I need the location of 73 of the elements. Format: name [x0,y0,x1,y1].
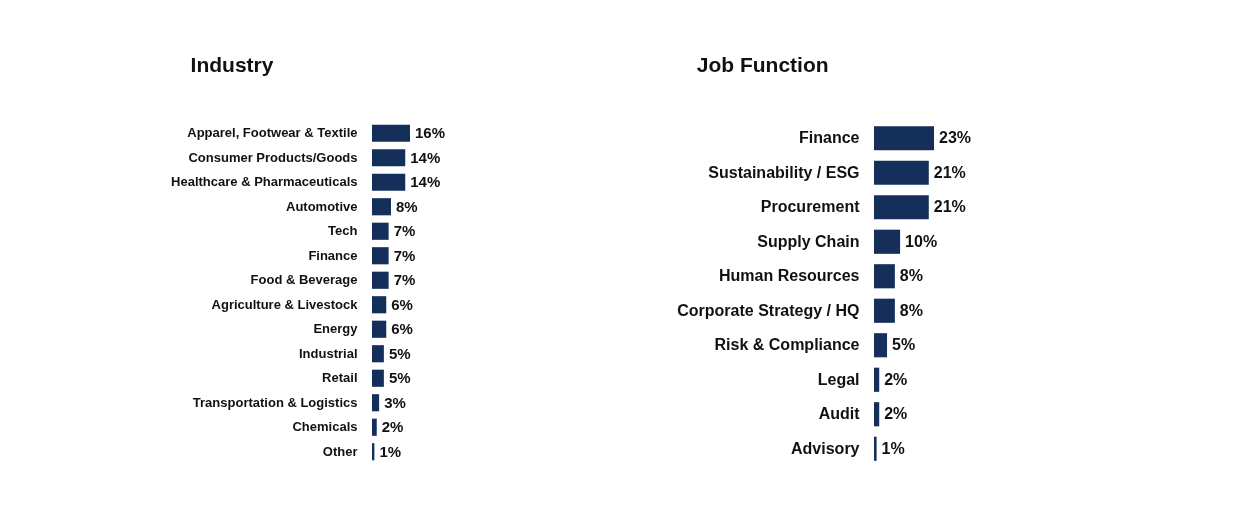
y-tick-label: Finance [308,247,358,263]
bar [874,126,934,151]
data-label: 1% [379,442,402,460]
y-tick-label: Supply Chain [757,232,860,250]
data-label: 5% [388,344,411,362]
bar [874,367,880,392]
bar [874,333,888,358]
bar [874,264,895,289]
data-label: 5% [388,369,411,387]
bar [874,436,877,461]
chart-title: Industry [190,53,274,76]
y-tick-label: Other [322,443,358,459]
bar [372,320,387,338]
bar [874,195,929,220]
data-label: 21% [933,198,966,216]
y-tick-label: Risk & Compliance [714,336,860,354]
bar [372,369,384,387]
data-label: 2% [381,418,404,436]
data-label: 2% [884,405,908,423]
bar [372,198,391,216]
y-tick-label: Advisory [791,439,860,457]
bar [372,271,389,289]
chart-title: Job Function [696,53,829,76]
y-tick-label: Industrial [298,345,358,361]
bar [372,124,410,142]
data-label: 6% [391,320,413,338]
bar [372,222,389,240]
y-tick-label: Agriculture & Livestock [211,296,359,312]
y-tick-label: Food & Beverage [250,272,358,288]
bar [372,296,387,314]
data-label: 2% [884,370,908,388]
data-label: 8% [899,267,923,285]
bar [874,160,929,185]
data-label: 5% [892,336,916,354]
y-tick-label: Audit [818,405,861,423]
bar [372,247,389,265]
y-tick-label: Finance [799,129,860,147]
y-tick-label: Automotive [286,198,358,214]
bar [874,298,895,323]
bar [874,229,901,254]
data-label: 14% [410,173,441,191]
y-tick-label: Consumer Products/Goods [188,149,358,165]
y-tick-label: Human Resources [719,267,860,285]
y-tick-label: Healthcare & Pharmaceuticals [171,174,358,190]
data-label: 8% [396,197,418,215]
bar [372,173,406,191]
y-tick-label: Retail [322,370,358,386]
data-label: 21% [933,163,966,181]
data-label: 3% [384,393,406,411]
data-label: 1% [881,439,905,457]
data-label: 14% [410,148,441,166]
y-tick-label: Corporate Strategy / HQ [677,301,860,319]
data-label: 7% [393,246,416,264]
y-tick-label: Apparel, Footwear & Textile [187,125,358,141]
y-tick-label: Sustainability / ESG [708,163,860,181]
data-label: 23% [939,129,972,147]
bar [372,345,384,363]
y-tick-label: Energy [313,321,359,337]
data-label: 7% [393,222,416,240]
y-tick-label: Transportation & Logistics [192,394,358,410]
y-tick-label: Legal [817,370,860,388]
y-tick-label: Tech [328,223,358,239]
y-tick-label: Chemicals [292,419,358,435]
bar [372,149,406,167]
bar [372,418,377,436]
bar [874,402,880,427]
bar [372,394,380,412]
data-label: 8% [899,301,923,319]
data-label: 10% [905,232,938,250]
data-label: 16% [415,124,446,142]
data-label: 6% [391,295,413,313]
y-tick-label: Procurement [760,198,861,216]
data-label: 7% [393,271,416,289]
